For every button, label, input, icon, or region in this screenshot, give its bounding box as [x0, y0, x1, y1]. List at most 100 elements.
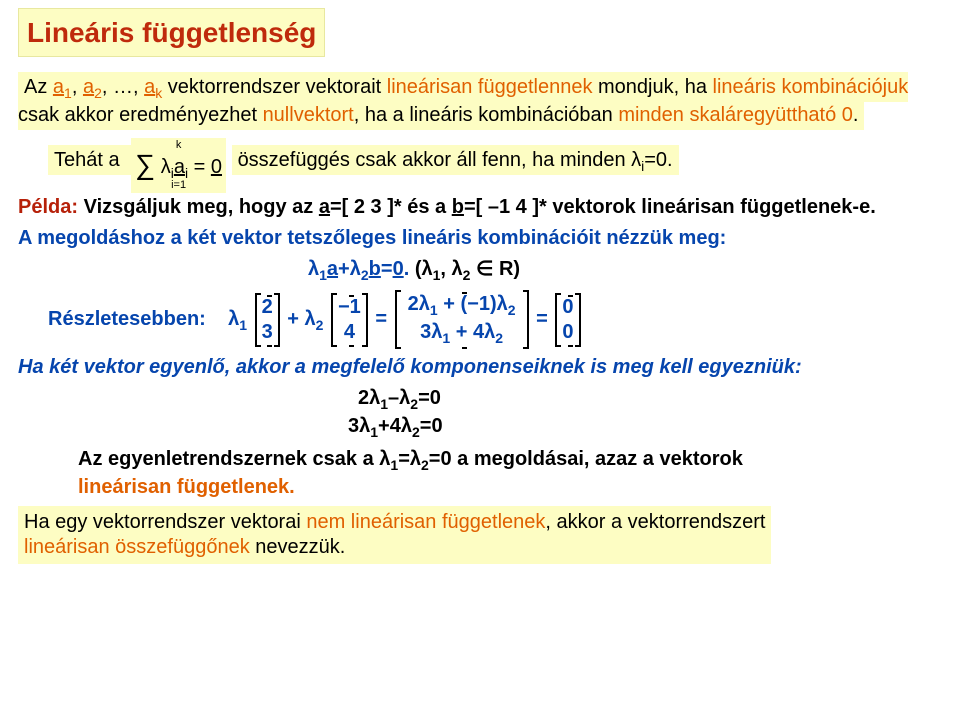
detail-label: Részletesebben:	[48, 308, 206, 330]
t: nevezzük.	[250, 536, 346, 558]
zero-vec: 0	[393, 258, 404, 280]
text: vektorrendszer vektorait	[162, 76, 387, 98]
sub-2: 2	[316, 317, 324, 333]
open-paren: (λ	[415, 258, 433, 280]
cell: 0	[562, 295, 573, 320]
two-vectors-equal: Ha két vektor egyenlő, akkor a megfelelő…	[18, 355, 942, 380]
matrix-4: 0 0	[555, 293, 580, 347]
vector-a1: a	[53, 76, 64, 98]
text: =0.	[644, 149, 672, 171]
t: 3λ	[348, 415, 370, 437]
cell: + (−1)λ	[438, 293, 508, 315]
slide-title: Lineáris függetlenség	[18, 8, 325, 57]
text: , ha a lineáris kombinációban	[354, 104, 619, 126]
sub-1: 1	[64, 85, 72, 101]
t: 2λ	[358, 387, 380, 409]
cell: 0	[562, 320, 573, 345]
equals: =	[375, 308, 392, 330]
example-line: Példa: Vizsgáljuk meg, hogy az a=[ 2 3 ]…	[18, 195, 942, 220]
lambda: λ	[228, 308, 239, 330]
lambda: λ	[161, 156, 171, 178]
sub: 2	[410, 396, 418, 412]
vec-b: b	[452, 196, 464, 218]
cell: + 4λ	[450, 321, 495, 343]
conclusion: Az egyenletrendszernek csak a λ1=λ2=0 a …	[18, 447, 942, 500]
sub-2: 2	[361, 267, 369, 283]
detail-line: Részletesebben: λ1 2 3 + λ2 −1 4 = 2λ1 +…	[18, 290, 942, 349]
t: =0 a megoldásai, azaz a vektorok	[429, 448, 743, 470]
matrix-2: −1 4	[331, 293, 368, 347]
vector-ak: a	[144, 76, 155, 98]
equation-line: λ1a+λ2b=0. (λ1, λ2 ∈ R)	[18, 257, 942, 285]
text: Az	[24, 76, 53, 98]
vec-a: a	[327, 258, 338, 280]
t: =λ	[398, 448, 421, 470]
text: , …,	[102, 76, 144, 98]
cell: 3λ	[420, 321, 442, 343]
text: ,	[72, 76, 83, 98]
cell: 3	[262, 320, 273, 345]
equals: =	[188, 156, 211, 178]
t: lineárisan összefüggőnek	[24, 536, 250, 558]
cell: −1	[338, 295, 361, 320]
vec-a: a	[174, 156, 185, 178]
plus: +	[287, 308, 304, 330]
vector-a2: a	[83, 76, 94, 98]
text: Tehát a	[54, 149, 120, 171]
t: =0	[418, 387, 441, 409]
sub-1: 1	[239, 317, 247, 333]
text: .	[853, 104, 859, 126]
cell: 2λ	[408, 293, 430, 315]
comma: , λ	[440, 258, 462, 280]
text: mondjuk, ha	[592, 76, 712, 98]
elem-R: ∈ R)	[470, 258, 520, 280]
matrix-1: 2 3	[255, 293, 280, 347]
sub: 1	[430, 302, 438, 318]
system-eq-1: 2λ1–λ2=0	[18, 386, 942, 414]
summation: k ∑ λiai = 0 i=1	[131, 138, 226, 193]
matrix-3: 2λ1 + (−1)λ2 3λ1 + 4λ2	[395, 290, 529, 349]
plus: +	[338, 258, 350, 280]
lin-indep-result: lineárisan függetlenek.	[78, 476, 295, 498]
text: =[ 2 3 ]* és a	[330, 196, 452, 218]
sub: 1	[370, 424, 378, 440]
equals: =	[381, 258, 393, 280]
t: nem lineárisan függetlenek	[306, 511, 545, 533]
t: Az egyenletrendszernek csak a λ	[78, 448, 390, 470]
cell: 4	[338, 320, 361, 345]
lambda: λ	[350, 258, 361, 280]
t: =0	[420, 415, 443, 437]
text: Vizsgáljuk meg, hogy az	[84, 196, 319, 218]
t: Ha egy vektorrendszer vektorai	[24, 511, 306, 533]
lambda: λ	[308, 258, 319, 280]
text: csak akkor eredményezhet	[18, 104, 263, 126]
sub-1: 1	[319, 267, 327, 283]
term-lin-indep: lineárisan függetlennek	[387, 76, 593, 98]
t: , akkor a vektorrendszert	[545, 511, 765, 533]
sigma-icon: ∑	[135, 149, 155, 180]
t: +4λ	[378, 415, 412, 437]
vec-b: b	[369, 258, 381, 280]
sub: 2	[412, 424, 420, 440]
text: =[ –1 4 ]* vektorok lineárisan független…	[464, 196, 876, 218]
sum-lower: i=1	[135, 180, 222, 191]
zero-vec: 0	[211, 156, 222, 178]
example-label: Példa:	[18, 196, 78, 218]
term-lin-comb: lineáris kombinációjuk	[713, 76, 909, 98]
system-eq-2: 3λ1+4λ2=0	[18, 414, 942, 442]
closing-note: Ha egy vektorrendszer vektorai nem lineá…	[18, 506, 942, 564]
therefore-line: Tehát a k ∑ λiai = 0 i=1 összefüggés csa…	[18, 134, 942, 189]
equals: =	[536, 308, 553, 330]
lambda: λ	[305, 308, 316, 330]
sub: 1	[380, 396, 388, 412]
sub: 2	[495, 330, 503, 346]
solution-intro: A megoldáshoz a két vektor tetszőleges l…	[18, 226, 942, 251]
term-nullvec: nullvektort	[263, 104, 354, 126]
term-allzero: minden skaláregyüttható 0	[618, 104, 853, 126]
sub: 2	[508, 302, 516, 318]
definition-paragraph: Az a1, a2, …, ak vektorrendszer vektorai…	[18, 75, 942, 128]
dot: .	[404, 258, 410, 280]
sub: 2	[421, 457, 429, 473]
sub-2: 2	[94, 85, 102, 101]
t: –λ	[388, 387, 410, 409]
